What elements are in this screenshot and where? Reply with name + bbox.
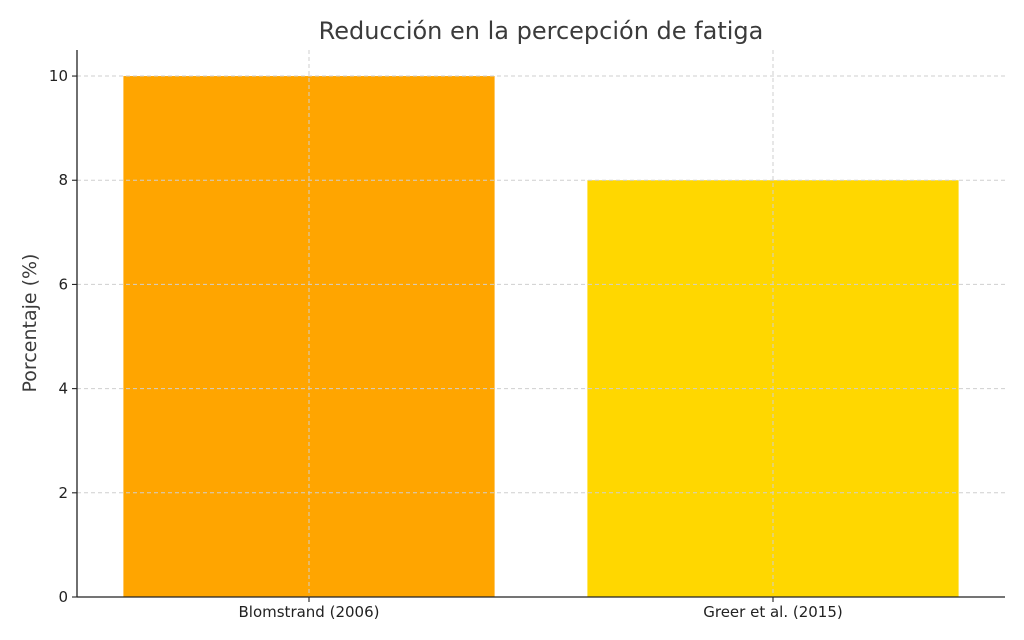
ticks: 0 2 4 6 8 10 Blomstrand (2006) Greer et al. (20… [49, 67, 843, 621]
chart-title: Reducción en la percepción de fatiga [319, 17, 764, 45]
x-tick-label: Greer et al. (2015) [703, 603, 843, 621]
y-tick-label: 10 [49, 67, 68, 85]
y-tick-label: 4 [58, 380, 68, 398]
y-tick-label: 6 [58, 275, 68, 293]
bars [123, 76, 959, 598]
y-tick-label: 2 [58, 484, 68, 502]
y-tick-label: 8 [58, 171, 68, 189]
y-tick-label: 0 [58, 588, 68, 606]
axes [76, 50, 1005, 598]
y-axis-label: Porcentaje (%) [19, 254, 41, 393]
grid [77, 50, 1005, 597]
x-tick-label: Blomstrand (2006) [239, 603, 380, 621]
bar [123, 76, 495, 598]
